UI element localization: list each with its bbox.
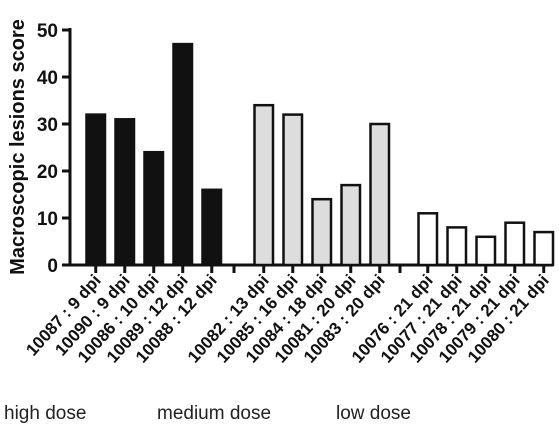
- bar-10085-16-dpi: [282, 113, 304, 267]
- bar-10083-20-dpi: [369, 122, 391, 267]
- bar-10076-21-dpi: [417, 212, 439, 267]
- y-tick-label-40: 40: [37, 68, 58, 89]
- bar-10086-10-dpi: [143, 150, 165, 267]
- y-tick-label-30: 30: [37, 115, 58, 136]
- y-ticks: 0 10 20 30 40 50: [37, 21, 70, 277]
- bar-10090-9-dpi: [114, 118, 136, 267]
- group-label-medium-dose: medium dose: [157, 403, 272, 424]
- y-tick-label-50: 50: [37, 21, 58, 42]
- bar-10082-13-dpi: [253, 103, 275, 267]
- bar-10087-9-dpi: [85, 113, 107, 267]
- y-tick-label-10: 10: [37, 209, 58, 230]
- y-axis-label: Macroscopic lesions score: [7, 19, 29, 275]
- bar-10079-21-dpi: [504, 221, 526, 267]
- y-tick-label-0: 0: [47, 256, 58, 277]
- bar-10081-20-dpi: [340, 183, 362, 267]
- y-tick-label-20: 20: [37, 162, 58, 183]
- bar-10084-18-dpi: [311, 197, 333, 267]
- bar-10089-12-dpi: [172, 42, 194, 267]
- group-label-low-dose: low dose: [336, 403, 411, 424]
- bar-10077-21-dpi: [446, 226, 468, 267]
- axes: [68, 28, 553, 267]
- bars: [85, 42, 555, 267]
- bar-10080-21-dpi: [533, 230, 555, 267]
- bar-10078-21-dpi: [475, 235, 497, 267]
- bar-chart: Macroscopic lesions score 0 10 20 30 40 50 10…: [7, 19, 555, 367]
- bar-10088-12-dpi: [201, 188, 223, 267]
- group-label-high-dose: high dose: [4, 403, 87, 424]
